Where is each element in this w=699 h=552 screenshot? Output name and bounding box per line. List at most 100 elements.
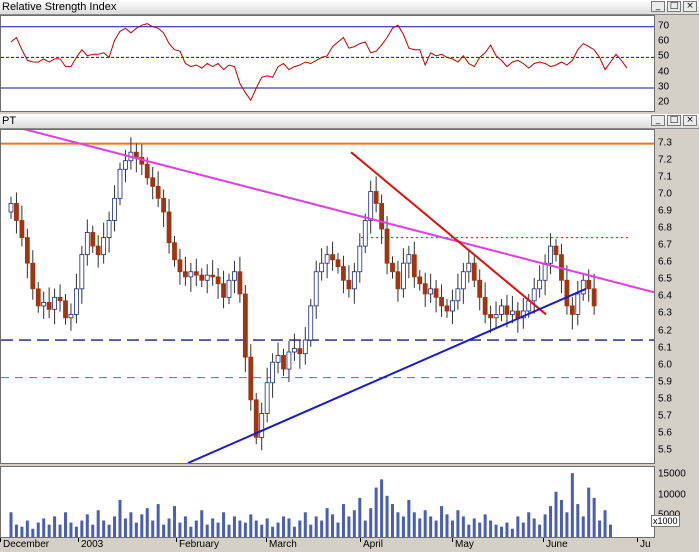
volume-bar (374, 487, 378, 537)
candle-body (422, 283, 428, 295)
rsi-title-bar[interactable]: Relative Strength Index _ □ × (0, 0, 699, 15)
candle-body (509, 310, 515, 315)
volume-bar (292, 526, 296, 537)
candle-body (281, 355, 286, 370)
candle-body (460, 271, 466, 290)
candle-body (308, 305, 314, 341)
candle-body (199, 274, 205, 281)
volume-bar (521, 522, 525, 537)
close-button[interactable]: × (683, 115, 697, 126)
price-tick-label: 6.5 (658, 273, 672, 285)
candle-body (346, 279, 352, 290)
candle-body (232, 271, 237, 281)
price-tick-label: 6.1 (658, 342, 672, 354)
price-title-bar[interactable]: PT _ □ × (0, 114, 699, 129)
volume-bar (423, 510, 427, 537)
volume-bar (80, 520, 84, 537)
volume-bar (559, 499, 563, 537)
candle-body (79, 254, 85, 290)
rsi-plot-area[interactable] (0, 15, 655, 112)
price-tick-label: 5.8 (658, 393, 672, 405)
candle-body (357, 245, 363, 273)
candle-body (537, 279, 543, 290)
volume-bar (123, 518, 127, 537)
volume-tick-label: 15000 (658, 468, 686, 480)
candle-body (330, 254, 335, 261)
candle-body (188, 271, 194, 278)
date-tick (543, 538, 544, 542)
maximize-button[interactable]: □ (667, 115, 681, 126)
price-tick-label: 7.1 (658, 171, 672, 183)
volume-bar (418, 518, 422, 537)
candle-body (297, 348, 303, 355)
volume-bar (183, 516, 187, 537)
volume-bar (303, 512, 307, 537)
candle-body (286, 351, 292, 370)
minimize-button[interactable]: _ (651, 1, 665, 12)
candle-body (155, 185, 161, 199)
candle-body (101, 237, 107, 256)
candle-body (35, 288, 41, 307)
date-tick (266, 538, 267, 542)
volume-unit-label: x1000 (651, 515, 680, 527)
rsi-line (10, 23, 628, 102)
date-label: April (363, 539, 384, 550)
candle-body (172, 242, 177, 261)
date-tick (360, 538, 361, 542)
rsi-tick-label: 60 (658, 35, 670, 47)
candle-body (515, 310, 521, 319)
volume-bar (276, 522, 280, 537)
volume-chart (9, 473, 612, 537)
candle-body (428, 288, 434, 295)
volume-bar (598, 520, 602, 537)
candle-body (373, 191, 379, 204)
date-axis: December 2003 February March April May June Ju (0, 538, 699, 552)
minimize-button[interactable]: _ (651, 115, 665, 126)
price-plot-area[interactable] (0, 129, 655, 464)
price-window-buttons: _ □ × (651, 115, 697, 126)
volume-bar (102, 520, 106, 537)
candle-body (291, 348, 297, 353)
candle-body (74, 288, 79, 315)
rsi-tick-label: 70 (658, 20, 670, 32)
volume-bar (151, 520, 155, 537)
price-tick-label: 7.2 (658, 154, 672, 166)
volume-bar (450, 520, 454, 537)
volume-bar (211, 518, 215, 537)
candle-body (270, 361, 276, 384)
price-tick-label: 6.3 (658, 307, 672, 319)
candle-body (24, 237, 30, 264)
price-tick-label: 6.2 (658, 325, 672, 336)
volume-bar (287, 518, 291, 537)
candle-body (542, 262, 548, 281)
candle-body (569, 305, 575, 315)
downtrend-magenta-line (23, 130, 654, 294)
volume-plot-area[interactable] (0, 466, 655, 538)
volume-bar (260, 524, 264, 537)
volume-bar (385, 495, 389, 537)
volume-bar (532, 518, 536, 537)
rsi-tick-label: 20 (658, 96, 670, 108)
price-tick-label: 5.6 (658, 427, 672, 439)
date-tick (637, 538, 638, 542)
candle-body (112, 197, 117, 221)
candle-body (84, 232, 90, 256)
candle-body (30, 262, 36, 290)
candle-body (553, 245, 559, 256)
price-tick-label: 6.7 (658, 239, 672, 251)
volume-bar (581, 516, 585, 537)
maximize-button[interactable]: □ (667, 1, 681, 12)
volume-bar (363, 520, 367, 537)
volume-bar (107, 524, 111, 537)
price-chart (1, 130, 654, 463)
candle-body (150, 177, 156, 187)
candle-body (19, 220, 25, 238)
close-button[interactable]: × (683, 1, 697, 12)
volume-bar (609, 524, 612, 537)
volume-bar (25, 520, 29, 537)
volume-bar (500, 526, 503, 537)
volume-bar (434, 520, 438, 537)
volume-bar (162, 524, 166, 537)
date-label: June (546, 539, 568, 550)
volume-bar (309, 524, 313, 537)
